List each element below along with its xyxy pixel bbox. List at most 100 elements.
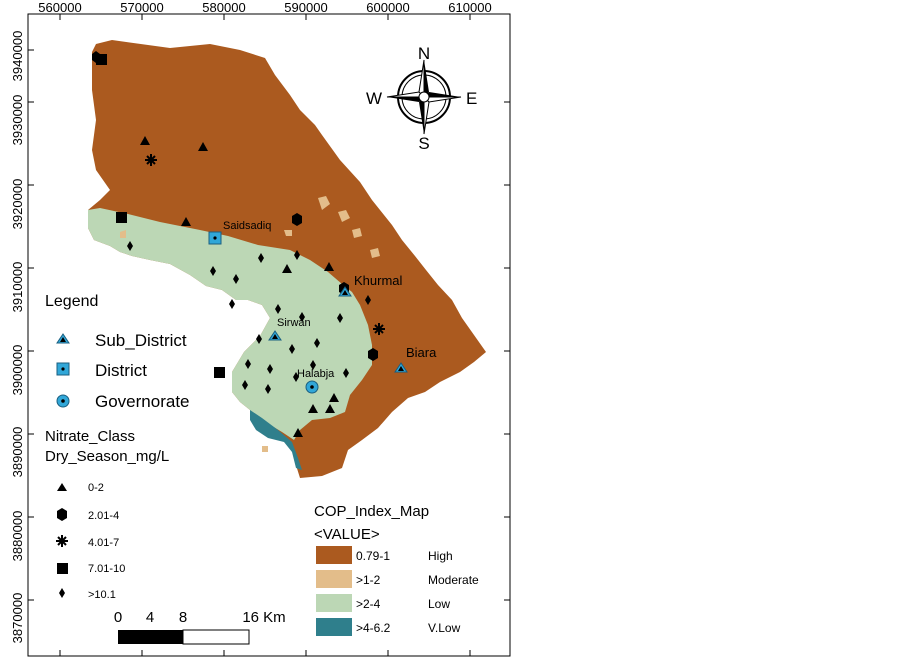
compass-w: W: [366, 89, 382, 108]
diamond-icon: [365, 295, 371, 305]
y-tick-label: 3910000: [10, 262, 25, 313]
scale-label-4: 4: [146, 609, 154, 626]
diamond-icon: [294, 250, 300, 260]
place-label-sirwan: Sirwan: [277, 317, 311, 329]
cop-index-raster: [88, 40, 486, 478]
triangle-icon: [198, 142, 208, 151]
cop-class-label: High: [428, 549, 453, 563]
cop-swatch-very-low: [316, 618, 352, 636]
triangle-icon: [293, 428, 303, 437]
diamond-icon: [265, 384, 271, 394]
nitrate-class-label: 7.01-10: [88, 563, 125, 575]
x-axis-ticks: [59, 14, 471, 656]
cop-range-label: 0.79-1: [356, 549, 390, 563]
diamond-icon: [267, 364, 273, 374]
compass-s: S: [418, 134, 429, 153]
sub-district-triangle-icon: [394, 362, 408, 373]
diamond-icon: [343, 368, 349, 378]
cop-range-label: >1-2: [356, 573, 381, 587]
diamond-icon: [314, 338, 320, 348]
compass-n: N: [418, 44, 430, 63]
cop-class-label: Moderate: [428, 573, 479, 587]
triangle-icon: [140, 136, 150, 145]
x-tick-label: 590000: [284, 0, 327, 15]
legend-sub-district-label: Sub_District: [95, 331, 187, 350]
diamond-icon: [210, 266, 216, 276]
diamond-icon: [233, 274, 239, 284]
diamond-icon: [337, 313, 343, 323]
square-icon: [214, 367, 225, 378]
square-icon: [57, 563, 68, 574]
cop-range-label: >2-4: [356, 597, 381, 611]
diamond-icon: [299, 312, 305, 322]
compass-e: E: [466, 89, 477, 108]
triangle-icon: [181, 217, 191, 226]
diamond-points: [127, 241, 371, 394]
nitrate-class-label: 2.01-4: [88, 510, 119, 522]
scale-label-8: 8: [179, 609, 187, 626]
diamond-icon: [245, 359, 251, 369]
nitrate-class-label: 4.01-7: [88, 537, 119, 549]
triangle-icon: [324, 262, 334, 271]
hexagon-icon: [57, 508, 67, 521]
x-tick-label: 580000: [202, 0, 245, 15]
hexagon-icon: [368, 348, 378, 361]
district-square-icon: [208, 231, 222, 245]
y-tick-label: 3930000: [10, 95, 25, 146]
diamond-icon: [256, 334, 262, 344]
y-tick-label: 3870000: [10, 593, 25, 644]
district-square-icon: [56, 362, 70, 376]
x-tick-label: 600000: [366, 0, 409, 15]
legend: Legend Sub_District District Governorate…: [45, 293, 190, 601]
asterisk-icon: [145, 154, 157, 166]
cop-class-label: V.Low: [428, 621, 461, 635]
diamond-icon: [229, 299, 235, 309]
diamond-icon: [127, 241, 133, 251]
legend-title: Legend: [45, 293, 98, 310]
cop-class-label: Low: [428, 597, 450, 611]
cop-legend-title: COP_Index_Map: [314, 503, 429, 520]
x-tick-label: 570000: [120, 0, 163, 15]
compass-rose: N S E W: [366, 44, 477, 153]
asterisk-icon: [56, 535, 68, 547]
sub-district-triangle-icon: [268, 330, 282, 341]
sub-district-triangle-icon: [338, 286, 352, 297]
legend-district-label: District: [95, 361, 147, 380]
nitrate-title-line1: Nitrate_Class: [45, 428, 135, 445]
y-tick-label: 3890000: [10, 427, 25, 478]
diamond-icon: [59, 588, 65, 598]
sub-district-triangle-icon: [56, 333, 70, 344]
place-label-halabja: Halabja: [297, 368, 335, 380]
y-tick-label: 3920000: [10, 179, 25, 230]
y-tick-label: 3940000: [10, 31, 25, 82]
x-tick-label: 610000: [448, 0, 491, 15]
cop-swatch-low: [316, 594, 352, 612]
map-frame: [27, 13, 511, 657]
y-axis-labels: 3940000 3930000 3920000 3910000 3900000 …: [10, 31, 25, 644]
x-tick-label: 560000: [38, 0, 81, 15]
triangle-icon: [329, 393, 339, 402]
square-icon: [116, 212, 127, 223]
triangle-icon: [57, 483, 67, 491]
place-label-khurmal: Khurmal: [354, 273, 403, 288]
nitrate-class-label: 0-2: [88, 482, 104, 494]
scale-label-0: 0: [114, 609, 122, 626]
place-label-saidsadiq: Saidsadiq: [223, 220, 271, 232]
cop-swatch-moderate: [316, 570, 352, 588]
y-axis-ticks: [28, 49, 510, 601]
diamond-icon: [275, 304, 281, 314]
y-tick-label: 3880000: [10, 511, 25, 562]
diamond-icon: [293, 372, 299, 382]
diamond-icon: [242, 380, 248, 390]
x-axis-labels: 560000 570000 580000 590000 600000 61000…: [38, 0, 491, 15]
scale-label-16: 16 Km: [242, 609, 285, 626]
legend-governorate-label: Governorate: [95, 392, 190, 411]
low-vulnerability-zone: [88, 208, 372, 440]
diamond-icon: [310, 360, 316, 370]
nitrate-sample-points: [92, 51, 385, 437]
place-label-biara: Biara: [406, 345, 437, 360]
cop-legend-subtitle: <VALUE>: [314, 526, 380, 543]
nitrate-title-line2: Dry_Season_mg/L: [45, 448, 169, 465]
cop-legend: COP_Index_Map <VALUE> 0.79-1 High >1-2 M…: [314, 503, 479, 636]
